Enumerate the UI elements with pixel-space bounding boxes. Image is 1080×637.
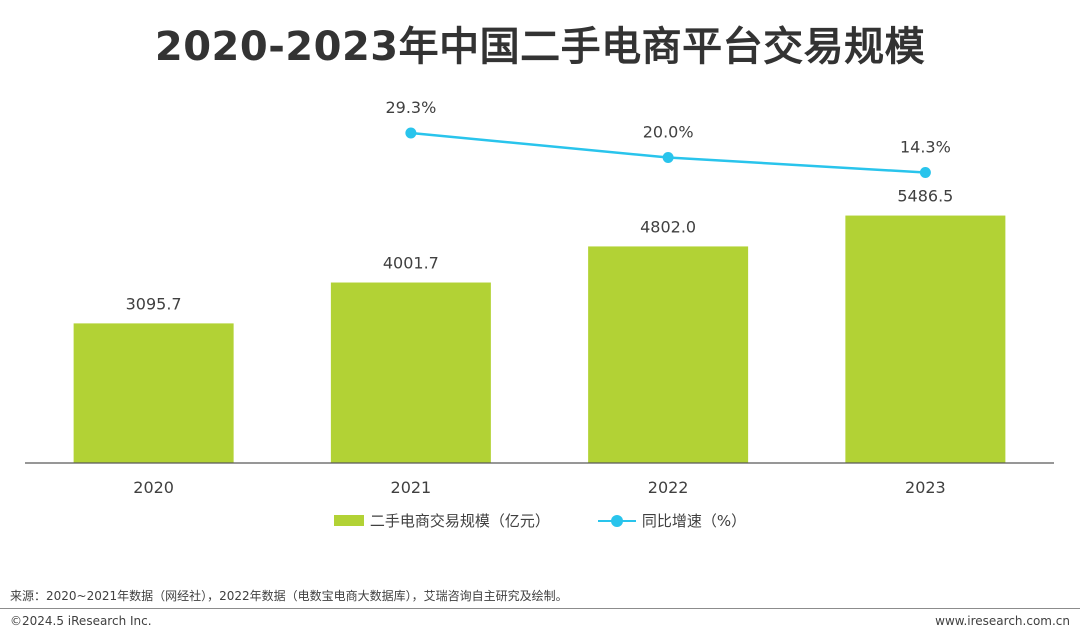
growth-point-2022 — [662, 152, 674, 164]
bar-label-2022: 4802.0 — [640, 217, 696, 236]
x-tick-2021: 2021 — [391, 478, 432, 497]
legend-swatch-line — [597, 514, 636, 527]
bar-label-2021: 4001.7 — [383, 254, 439, 273]
bar-label-2020: 3095.7 — [126, 294, 182, 313]
bar-2023 — [845, 215, 1006, 463]
legend-label-line: 同比增速（%） — [641, 512, 747, 530]
website-link[interactable]: www.iresearch.com.cn — [935, 614, 1070, 628]
legend-label-bar: 二手电商交易规模（亿元） — [369, 512, 550, 530]
source-note: 来源：2020~2021年数据（网经社），2022年数据（电数宝电商大数据库），… — [10, 589, 568, 603]
footer-divider — [0, 608, 1080, 609]
chart-canvas: 3095.7 2020 4001.7 2021 4802.0 2022 5486.5 2023… — [25, 98, 1054, 497]
legend-item-line: 同比增速（%） — [597, 510, 747, 531]
copyright-text: ©2024.5 iResearch Inc. — [10, 614, 152, 628]
growth-point-2021 — [405, 127, 417, 139]
growth-label-2023: 14.3% — [900, 138, 951, 157]
growth-label-2022: 20.0% — [643, 123, 694, 142]
x-tick-2023: 2023 — [905, 478, 946, 497]
bar-label-2023: 5486.5 — [897, 187, 953, 206]
bar-2020 — [73, 323, 234, 463]
bar-2021 — [330, 282, 491, 463]
x-tick-2020: 2020 — [133, 478, 174, 497]
bar-2022 — [588, 246, 749, 463]
growth-point-2023 — [919, 167, 931, 179]
growth-label-2021: 29.3% — [385, 98, 436, 117]
x-tick-2022: 2022 — [648, 478, 689, 497]
legend-item-bar: 二手电商交易规模（亿元） — [333, 510, 550, 531]
legend-swatch-bar — [333, 515, 364, 526]
legend: 二手电商交易规模（亿元） 同比增速（%） — [0, 510, 1080, 531]
chart-title: 2020-2023年中国二手电商平台交易规模 — [154, 24, 926, 70]
